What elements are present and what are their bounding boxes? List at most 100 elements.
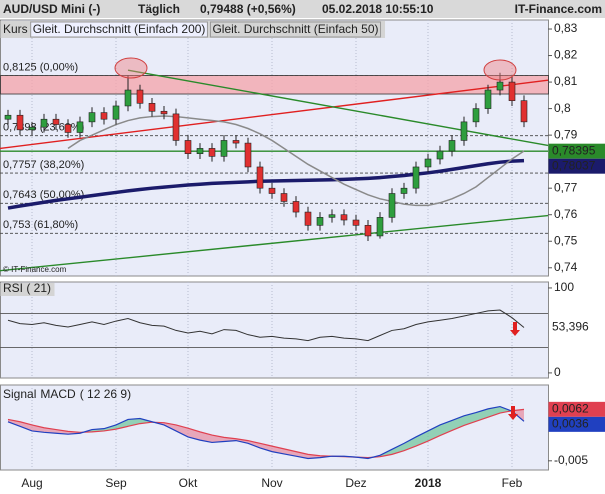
candle-body [340,214,348,221]
series-line [7,158,525,210]
legend-box [30,21,208,38]
down-arrow [508,406,518,420]
candle-body [268,187,276,194]
candle-body [388,193,396,218]
value-box [548,143,605,159]
candle-body [424,158,432,168]
candle-body [232,140,240,144]
legend-label: Gleit. Durchschnitt (Einfach 50) [212,22,378,36]
y-tick-label: 0,83 [554,21,578,35]
legend-label: Gleit. Durchschnitt (Einfach 200) [33,22,206,36]
x-tick-label: Nov [261,476,282,490]
header-bar [0,0,605,18]
candle-body [124,89,132,107]
candle-body [52,118,60,125]
candle-body [484,89,492,109]
legend-box [209,21,382,38]
candle-body [352,219,360,226]
macd-fill [32,424,44,433]
candle-body [220,140,228,157]
candle-body [520,100,528,123]
panel-background [0,19,549,277]
macd-fill [248,440,260,448]
brand: IT-Finance.com [515,2,602,16]
plot-layer: 0,8125 (0,00%)0,7898 (23,60%)0,7757 (38,… [0,19,605,490]
y-tick-label: 0,75 [554,233,578,247]
legend-label: Signal [3,387,36,401]
legend-label: Kurs [3,22,28,36]
fib-label: 0,7757 (38,20%) [3,159,84,171]
value-box [548,158,605,174]
x-tick-label: Feb [502,476,523,490]
candle-body [196,148,204,155]
period: Täglich [138,2,180,16]
y-tick-label: 0,81 [554,74,578,88]
candle-body [160,110,168,115]
candle-body [328,214,336,218]
series-line [67,115,525,207]
trend-line [0,214,549,272]
candle-body [136,89,144,104]
series-line [7,405,525,460]
quote: 0,79488 (+0,56%) [200,2,296,16]
candle-body [40,118,48,128]
candle-body [88,112,96,123]
candle-body [148,102,156,112]
candle-body [304,211,312,226]
value-box [548,401,605,417]
series-line [7,408,525,459]
value-box-label: 0,78395 [552,143,596,157]
candle-body [76,121,84,133]
value-box-label: 0,0036 [552,417,589,431]
panel-params: ( 12 26 9) [80,387,131,401]
y-tick-label: 0,8 [554,101,571,115]
trend-line [127,69,549,147]
candle-body [208,148,216,157]
macd-fill [128,418,140,427]
candle-body [412,166,420,189]
macd-fill [488,406,500,418]
y-tick-label: 0,79 [554,127,578,141]
candle-body [292,201,300,213]
value-box-label: 0,78037 [552,158,596,172]
x-tick-label: Dez [345,476,366,490]
macd-fill [20,421,32,431]
x-tick-label: Aug [21,476,42,490]
y-tick-label: 0,74 [554,260,578,274]
timestamp: 05.02.2018 10:55:10 [322,2,434,16]
candle-body [172,113,180,141]
value-box-label: 0,0062 [552,402,589,416]
watermark: © IT-Finance.com [3,265,67,274]
candle-body [364,225,372,237]
candle-body [100,112,108,120]
candle-body [316,217,324,226]
x-tick-label: 2018 [415,476,442,490]
y-tick-label: -0,005 [554,453,588,467]
y-tick-label: 0 [554,365,561,379]
legend-label: MACD [40,387,76,401]
title-background [0,283,55,296]
candle-body [256,166,264,189]
x-tick-label: Sep [105,476,127,490]
candle-body [28,126,36,131]
candle-body [436,150,444,160]
candle-body [508,81,516,101]
panel-background [0,281,549,379]
series-line [7,309,525,342]
trend-line [0,79,549,150]
down-arrow [510,322,520,336]
candle-body [244,142,252,168]
value-box-label: 53,396 [552,320,589,334]
candle-body [376,217,384,237]
macd-fill [392,443,404,455]
y-tick-label: 100 [554,280,574,294]
candle-body [496,81,504,91]
candle-body [400,187,408,194]
y-tick-label: 0,76 [554,207,578,221]
candle-body [16,114,24,131]
y-tick-label: 0,77 [554,180,578,194]
candle-body [460,121,468,141]
candle-body [280,193,288,202]
symbol: AUD/USD Mini (-) [3,2,100,16]
